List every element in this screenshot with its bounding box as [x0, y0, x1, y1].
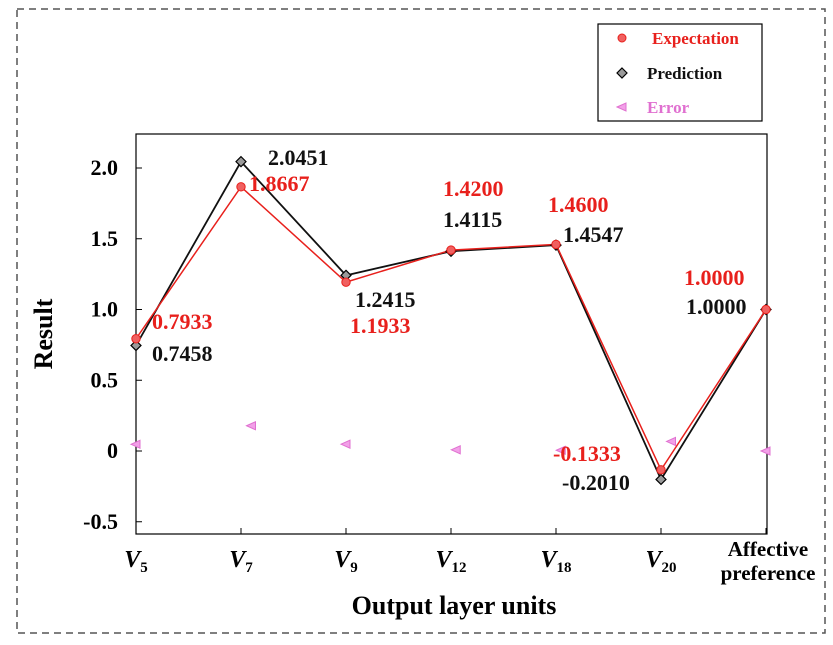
series-group: [129, 155, 772, 486]
legend: Expectation Prediction Error: [597, 23, 763, 122]
expectation-point: [341, 277, 351, 287]
y-tick-label: 0.5: [91, 367, 119, 392]
expectation-point: [446, 245, 456, 255]
x-tick-label: preference: [721, 561, 816, 585]
prediction-data-label: 2.0451: [268, 145, 329, 170]
prediction-data-label: 1.0000: [686, 294, 747, 319]
x-tick-label: V20: [645, 547, 676, 576]
legend-prediction-marker: [616, 67, 628, 79]
expectation-data-label: 1.8667: [249, 171, 310, 196]
legend-expectation-marker: [617, 33, 627, 43]
x-tick-label: V9: [334, 547, 358, 576]
expectation-point: [551, 239, 561, 250]
error-point: [339, 439, 351, 449]
expectation-data-label: 1.1933: [350, 313, 411, 338]
error-point: [129, 439, 141, 450]
y-tick-label: 0: [107, 438, 118, 463]
y-tick-label: 1.0: [91, 297, 119, 322]
expectation-data-label: 1.4600: [548, 192, 609, 217]
x-tick-label: V18: [540, 547, 571, 576]
error-point: [759, 446, 771, 456]
error-point: [245, 420, 256, 431]
prediction-data-label: 0.7458: [152, 341, 213, 366]
x-tick-label: V5: [124, 547, 148, 576]
legend-label-expectation: Expectation: [652, 29, 739, 48]
error-point: [665, 436, 676, 447]
prediction-point: [130, 339, 142, 352]
expectation-point: [131, 334, 141, 344]
expectation-point: [236, 182, 246, 192]
x-tick-label: V7: [229, 547, 253, 576]
legend-label-error: Error: [647, 98, 690, 117]
prediction-data-label: 1.4547: [563, 222, 624, 247]
outer-dashed-border: [16, 8, 826, 634]
prediction-data-label: 1.4115: [443, 207, 502, 232]
expectation-point: [656, 465, 666, 475]
x-tick-label: Affective: [728, 537, 808, 561]
y-tick-label: -0.5: [83, 509, 118, 534]
error-point: [450, 445, 461, 455]
y-tick-label: 2.0: [91, 155, 119, 180]
prediction-point: [655, 473, 667, 486]
prediction-data-label: -0.2010: [562, 470, 630, 495]
legend-label-prediction: Prediction: [647, 64, 723, 83]
expectation-data-label: -0.1333: [553, 441, 621, 466]
prediction-data-label: 1.2415: [355, 287, 416, 312]
x-tick-label: V12: [435, 547, 466, 576]
expectation-data-label: 1.4200: [443, 176, 504, 201]
data-labels-group: 0.7933 1.8667 1.1933 1.4200 1.4600 -0.1333 1.0…: [152, 145, 747, 495]
legend-error-marker: [615, 102, 627, 112]
y-axis-title: Result: [29, 298, 58, 369]
y-tick-label: 1.5: [91, 226, 119, 251]
error-point: [555, 445, 566, 456]
prediction-point: [235, 155, 247, 168]
expectation-data-label: 1.0000: [684, 265, 745, 290]
axes-group: -0.5 0 0.5 1.0 1.5 2.0 V5 V7 V9 V12 V18 V20 Affectiv…: [29, 133, 816, 620]
x-axis-title: Output layer units: [352, 591, 557, 620]
expectation-point: [761, 304, 771, 315]
expectation-data-label: 0.7933: [152, 309, 213, 334]
